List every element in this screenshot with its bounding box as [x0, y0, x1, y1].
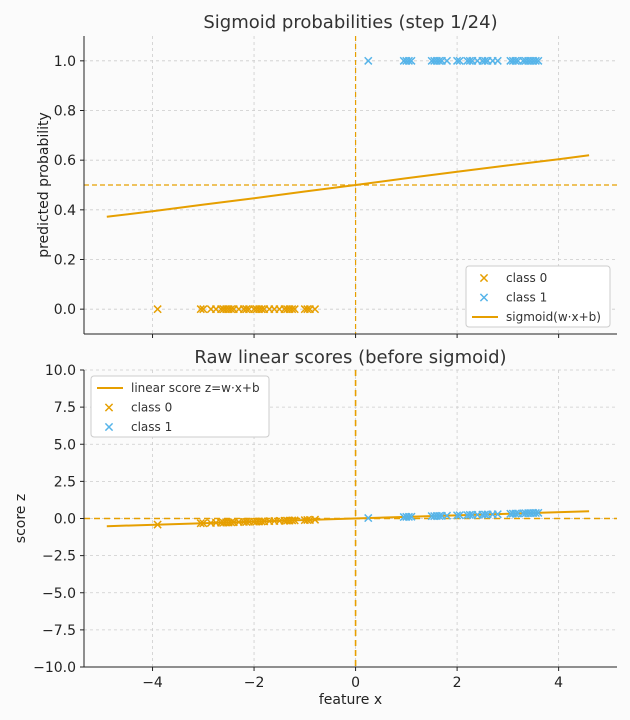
- point-class-1: [534, 508, 543, 517]
- y-tick-label: 5.0: [54, 437, 76, 453]
- point-class-0: [242, 517, 251, 527]
- point-class-1: [407, 56, 416, 65]
- point-class-1: [435, 511, 444, 521]
- point-class-0: [196, 519, 205, 528]
- point-class-0: [199, 519, 208, 528]
- legend-marker-swatch: [479, 273, 489, 283]
- y-tick-label: 0.2: [54, 253, 76, 269]
- point-class-1: [465, 510, 474, 520]
- point-class-0: [227, 305, 236, 314]
- legend-frame: [465, 265, 611, 328]
- point-class-1: [452, 56, 462, 65]
- point-class-1: [480, 56, 490, 65]
- point-class-1: [480, 510, 490, 519]
- y-tick-label: 0.4: [54, 203, 76, 219]
- legend-label: class 1: [506, 291, 547, 305]
- point-class-0: [257, 517, 266, 526]
- point-class-1: [435, 56, 444, 65]
- series-line: [106, 154, 590, 218]
- point-class-1: [455, 511, 464, 520]
- point-class-1: [534, 56, 543, 65]
- x-tick-label: −2: [244, 675, 265, 691]
- y-tick-label: 1.0: [54, 54, 76, 70]
- point-class-0: [196, 305, 205, 314]
- point-class-1: [465, 56, 474, 65]
- legend-frame: [90, 375, 270, 438]
- y-tick-label: 10.0: [45, 363, 76, 379]
- point-class-0: [153, 305, 162, 314]
- point-class-1: [364, 56, 373, 65]
- point-class-0: [199, 305, 208, 314]
- point-class-0: [227, 518, 236, 527]
- legend-marker-swatch: [479, 293, 489, 302]
- x-tick-label: 0: [351, 675, 360, 691]
- point-class-0: [287, 305, 297, 314]
- chart-title: Raw linear scores (before sigmoid): [194, 347, 506, 368]
- point-class-0: [310, 305, 320, 314]
- legend-label: class 0: [131, 401, 172, 415]
- point-class-1: [455, 56, 464, 65]
- point-class-0: [310, 515, 320, 524]
- legend-label: linear score z=w·x+b: [131, 381, 260, 395]
- y-tick-label: 7.5: [54, 400, 76, 416]
- y-tick-label: 0.6: [54, 153, 76, 169]
- chart-title: Sigmoid probabilities (step 1/24): [203, 12, 497, 33]
- point-class-1: [364, 513, 373, 523]
- point-class-1: [404, 512, 414, 521]
- point-class-0: [153, 520, 162, 529]
- point-class-0: [242, 305, 251, 314]
- x-tick-label: −4: [142, 675, 163, 691]
- y-axis-label: predicted probability: [36, 112, 52, 258]
- point-class-1: [404, 56, 414, 65]
- point-class-1: [531, 56, 540, 65]
- y-tick-label: −2.5: [42, 549, 76, 565]
- point-class-1: [442, 56, 452, 65]
- point-class-0: [290, 516, 299, 525]
- point-class-1: [511, 509, 520, 518]
- x-tick-label: 2: [453, 675, 462, 691]
- y-tick-label: 0.8: [54, 104, 76, 120]
- chart-sigmoid-probabilities: 0.0 0.2 0.4 0.6 0.8 1.0 Sigmoid probabilities …: [36, 12, 617, 338]
- x-axis-label: feature x: [319, 692, 382, 708]
- point-class-1: [511, 56, 520, 65]
- legend-label: class 1: [131, 420, 172, 434]
- point-class-0: [303, 305, 312, 314]
- point-class-1: [442, 511, 452, 520]
- legend-marker-swatch: [104, 403, 114, 412]
- y-tick-label: 0.0: [54, 512, 76, 528]
- legend-label: sigmoid(w·x+b): [506, 310, 601, 324]
- point-class-0: [303, 515, 312, 525]
- legend-label: class 0: [506, 271, 547, 285]
- point-class-1: [493, 56, 502, 65]
- point-class-0: [257, 305, 266, 314]
- point-class-1: [531, 508, 540, 518]
- y-axis-label: score z: [13, 494, 29, 543]
- point-class-0: [290, 305, 299, 314]
- y-tick-label: −10.0: [33, 660, 76, 676]
- series-line: [106, 510, 590, 528]
- y-tick-label: 2.5: [54, 474, 76, 490]
- y-tick-label: 0.0: [54, 302, 76, 318]
- legend-marker-swatch: [104, 422, 114, 432]
- point-class-1: [452, 511, 462, 520]
- legend: class 0 class 1 sigmoid(w·x+b): [465, 265, 611, 328]
- point-class-1: [407, 512, 416, 521]
- point-class-1: [493, 510, 502, 519]
- x-tick-label: 4: [554, 675, 563, 691]
- point-class-0: [287, 516, 297, 525]
- chart-raw-linear-scores: −4 −2 0 2 4 −10.0 −7.5 −5.0 −2.5 0.0 2.5 5.0 7.5 10.0…: [13, 347, 617, 708]
- y-tick-label: −5.0: [42, 586, 76, 602]
- legend: linear score z=w·x+b class 0 class 1: [90, 375, 270, 438]
- y-tick-label: −7.5: [42, 623, 76, 639]
